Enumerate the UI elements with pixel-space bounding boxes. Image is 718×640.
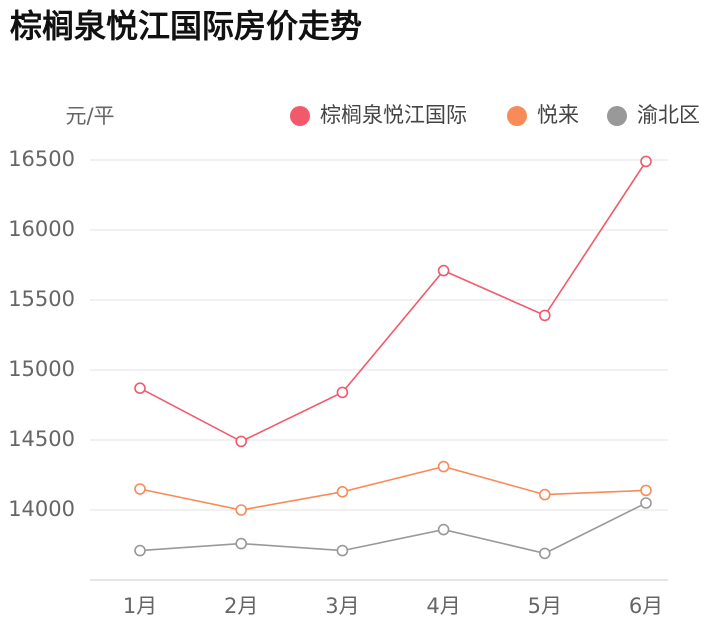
legend-marker: [607, 106, 627, 126]
data-point: [538, 309, 551, 322]
y-tick-label: 14500: [8, 427, 75, 451]
data-point: [235, 537, 247, 550]
data-point: [640, 155, 652, 168]
data-point: [336, 485, 349, 498]
data-point: [134, 382, 146, 395]
data-point: [134, 483, 146, 495]
y-tick-label: 15500: [8, 287, 75, 311]
data-point: [437, 460, 450, 473]
data-point: [235, 504, 247, 516]
y-tick-label: 16000: [8, 217, 75, 241]
data-point: [235, 435, 247, 448]
data-point: [336, 386, 349, 399]
x-tick-label: 1月: [123, 594, 157, 618]
legend-label: 棕榈泉悦江国际: [320, 103, 467, 127]
data-point: [640, 497, 652, 509]
data-point: [640, 484, 652, 497]
y-axis-label: 元/平: [65, 104, 114, 128]
x-tick-label: 5月: [528, 594, 562, 618]
series-line: [139, 465, 647, 511]
y-tick-label: 16500: [8, 147, 75, 171]
data-point: [437, 264, 450, 277]
x-tick-label: 2月: [224, 594, 258, 618]
legend-marker: [507, 106, 527, 126]
data-point: [538, 488, 551, 501]
legend-label: 渝北区: [637, 103, 700, 127]
x-tick-label: 3月: [325, 594, 359, 618]
x-tick-label: 6月: [629, 594, 663, 618]
data-point: [437, 523, 450, 536]
legend-marker: [290, 106, 310, 126]
x-tick-label: 4月: [426, 594, 460, 618]
series-line: [139, 160, 647, 443]
y-tick-label: 15000: [8, 357, 75, 381]
data-point: [134, 544, 146, 557]
legend-label: 悦来: [537, 103, 579, 127]
data-point: [336, 544, 349, 557]
series-line: [139, 502, 647, 555]
y-tick-label: 14000: [8, 497, 75, 521]
chart-title: 棕榈泉悦江国际房价走势: [10, 7, 362, 45]
data-point: [538, 547, 551, 560]
